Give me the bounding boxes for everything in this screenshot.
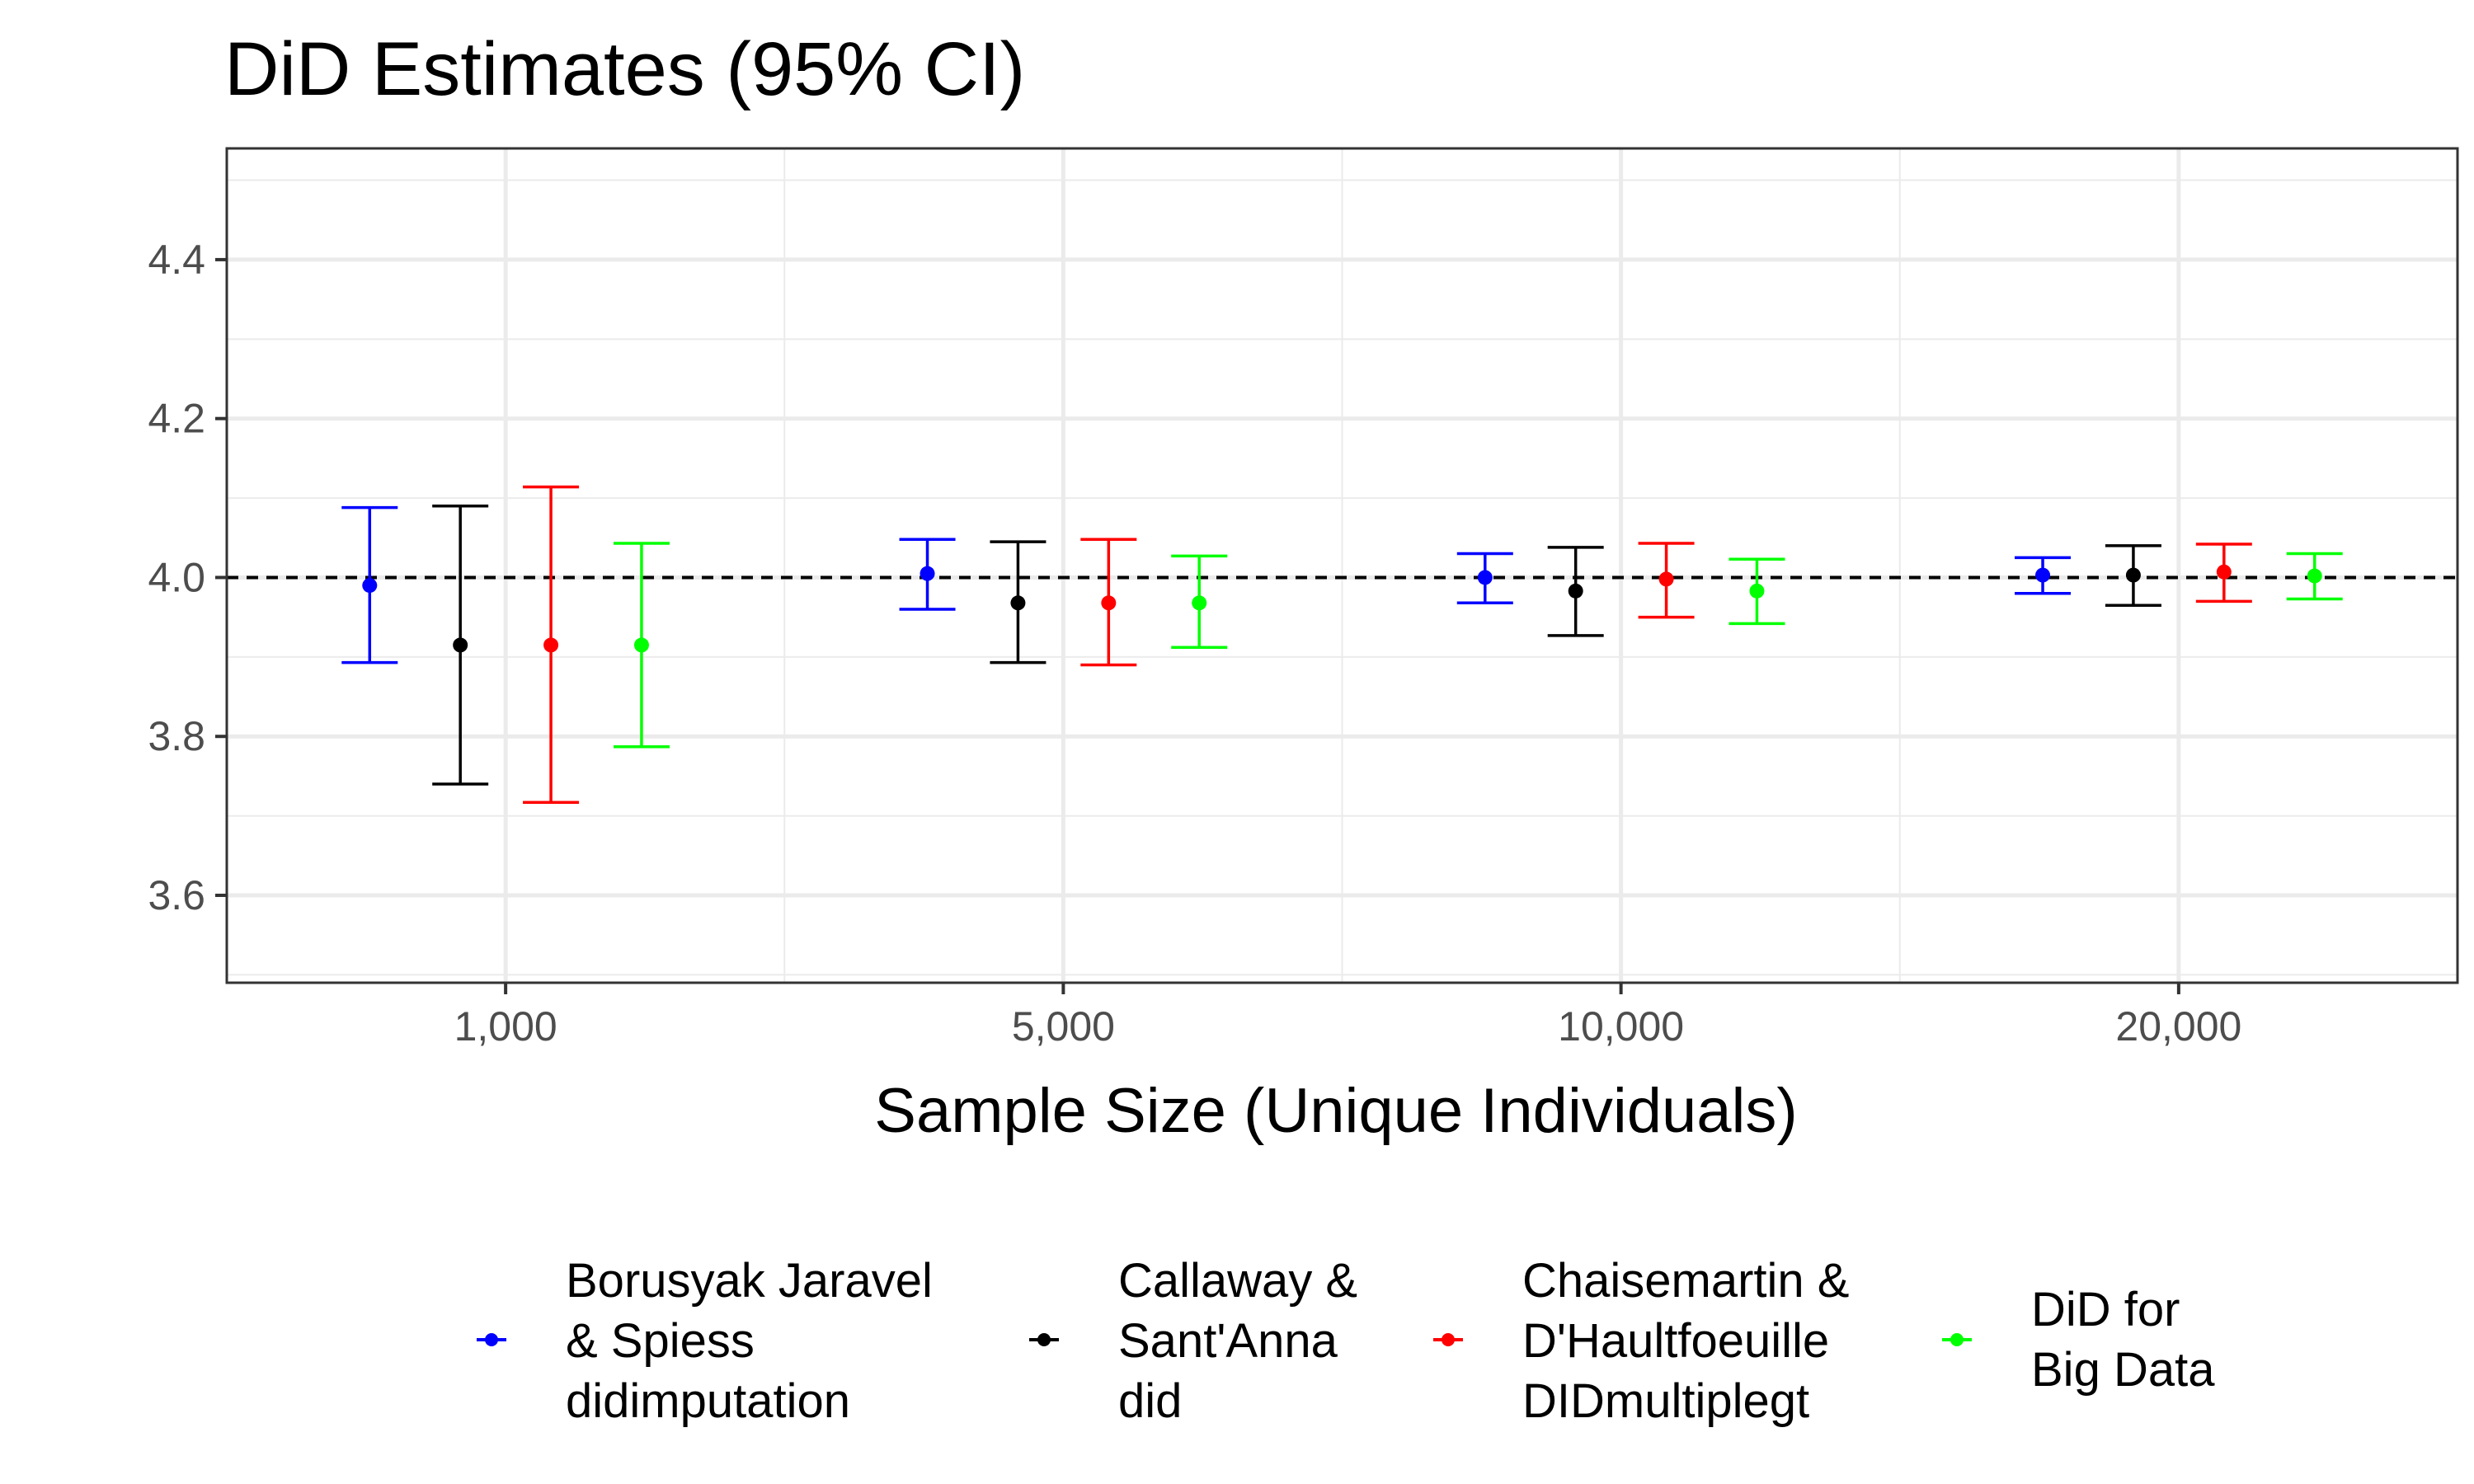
y-tick-label: 3.6 [148,872,205,918]
y-tick-label: 3.8 [148,713,205,759]
x-axis: 1,000 5,000 10,000 20,000 [454,983,2241,1050]
estimate-point [453,637,468,653]
y-tick-label: 4.0 [148,554,205,600]
legend-label-line: did [1118,1374,1182,1428]
estimate-point [2216,564,2232,580]
y-axis: 3.6 3.8 4.0 4.2 4.4 [148,237,227,918]
grid [227,148,2458,983]
legend: Borusyak Jaravel & Spiess didimputation Cal… [477,1254,2215,1428]
legend-item-1: Borusyak Jaravel & Spiess didimputation [477,1254,933,1428]
legend-label-line: Callaway & [1118,1254,1357,1308]
estimate-point [1192,595,1207,611]
error-bars [341,485,2343,804]
legend-label-line: didimputation [566,1374,850,1428]
legend-key-point [1037,1333,1051,1346]
plot-panel-border [225,147,2459,984]
series-4 [613,542,2343,749]
legend-item-4: DiD for Big Data [1942,1283,2215,1397]
series-2 [432,504,2161,786]
legend-label-line: & Spiess [566,1314,755,1368]
x-axis-title: Sample Size (Unique Individuals) [874,1076,1797,1146]
estimate-point [2307,568,2322,584]
estimate-point [633,637,649,653]
legend-label-line: Sant'Anna [1118,1314,1338,1368]
x-tick-label: 1,000 [454,1003,557,1050]
legend-label-line: DiD for [2031,1283,2180,1336]
legend-key-point [485,1333,498,1346]
estimate-point [1749,583,1765,599]
x-tick-label: 10,000 [1558,1003,1684,1050]
estimate-point [1010,595,1026,611]
estimate-point [2125,567,2141,583]
chart-title: DiD Estimates (95% CI) [224,27,1025,111]
legend-item-2: Callaway & Sant'Anna did [1029,1254,1357,1428]
legend-label-line: D'Haultfoeuille [1522,1314,1829,1368]
legend-item-3: Chaisemartin & D'Haultfoeuille DIDmultiple… [1433,1254,1849,1428]
x-tick-label: 20,000 [2115,1003,2241,1050]
series-1 [341,505,2072,665]
legend-key-point [1442,1333,1455,1346]
estimate-point [2035,567,2051,583]
legend-label-line: Big Data [2031,1343,2215,1397]
y-tick-label: 4.4 [148,237,205,283]
estimate-point [1101,595,1117,611]
x-tick-label: 5,000 [1012,1003,1115,1050]
estimate-point [1477,570,1493,585]
y-tick-label: 4.2 [148,396,205,442]
legend-label-line: Borusyak Jaravel [566,1254,933,1308]
series-3 [523,485,2252,804]
estimate-point [920,566,935,581]
estimate-point [543,637,559,653]
estimate-point [362,578,378,594]
legend-key-point [1950,1333,1964,1346]
legend-label-line: DIDmultiplegt [1522,1374,1809,1428]
estimate-point [1658,571,1674,587]
estimate-point [1568,583,1583,599]
legend-label-line: Chaisemartin & [1522,1254,1849,1308]
